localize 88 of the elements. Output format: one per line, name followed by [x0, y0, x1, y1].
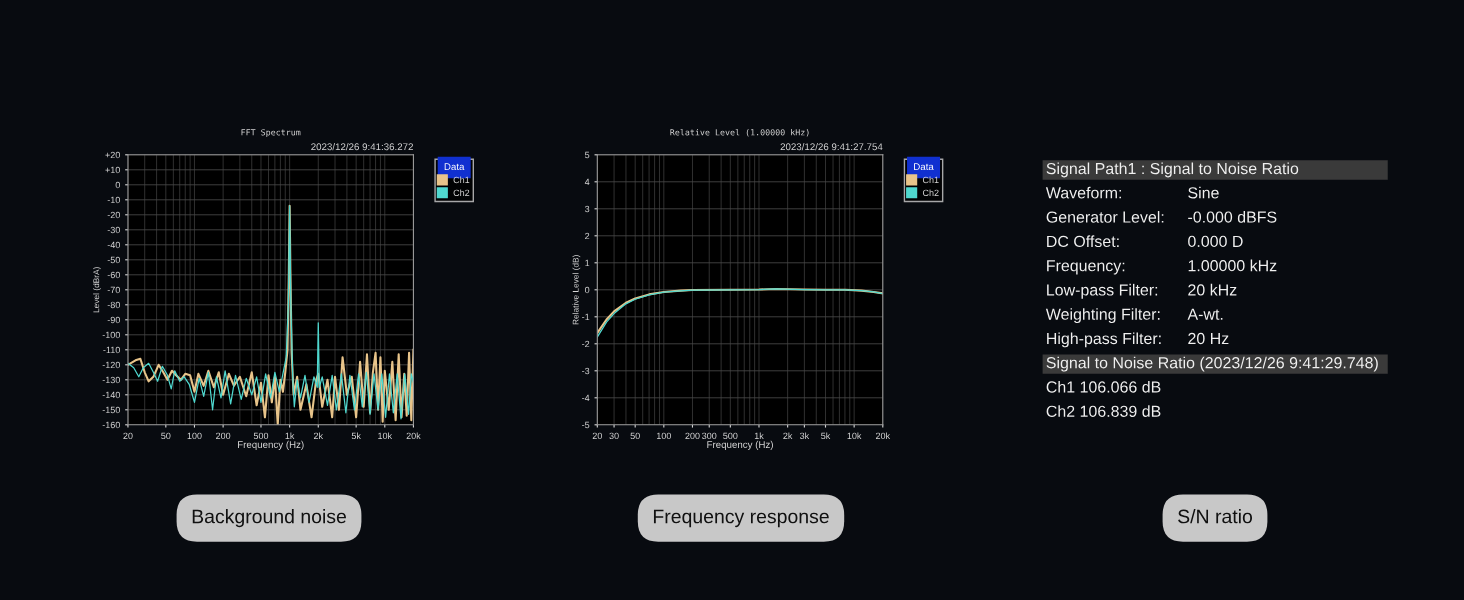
y-tick-label: -160: [102, 421, 120, 429]
legend-label: Ch2: [922, 189, 939, 197]
x-tick-label: 3k: [799, 432, 810, 440]
text: 20 kHz: [1188, 283, 1237, 296]
chart-subtitle: 2023/12/26 9:41:36.272: [311, 143, 413, 151]
y-tick-label: 3: [585, 205, 590, 213]
y-tick-label: -40: [107, 241, 120, 249]
y-tick-label: +10: [105, 166, 120, 174]
text: Sine: [1188, 186, 1219, 199]
legend-title: Data: [444, 163, 465, 171]
x-tick-label: 100: [656, 432, 671, 440]
x-tick-label: 10k: [847, 432, 862, 440]
y-tick-label: 0: [115, 181, 120, 189]
x-tick-label: 1k: [754, 432, 764, 439]
text: Ch2 106.839 dB: [1046, 405, 1161, 417]
text: Low-pass Filter:: [1047, 283, 1158, 299]
x-tick-label: 30: [609, 432, 619, 440]
legend-label: Ch2: [453, 189, 470, 197]
y-tick-label: -150: [102, 406, 120, 414]
y-tick-label: -3: [582, 367, 590, 375]
x-tick-label: 500: [253, 432, 269, 440]
y-tick-label: -2: [582, 340, 590, 348]
y-axis-title: Level (dBrA): [93, 267, 101, 313]
text: Waveform:: [1045, 186, 1121, 199]
x-tick-label: 500: [723, 432, 738, 440]
y-tick-label: -80: [107, 301, 120, 309]
y-tick-label: -30: [107, 226, 120, 234]
x-tick-label: 20k: [875, 432, 891, 440]
y-tick-label: -4: [582, 394, 590, 402]
y-tick-label: -130: [102, 376, 120, 384]
y-tick-label: 1: [585, 259, 590, 267]
y-tick-label: -140: [102, 391, 120, 399]
y-tick-label: -60: [107, 271, 120, 279]
text: 0.000 D: [1188, 235, 1243, 248]
y-tick-label: -120: [102, 361, 120, 369]
text: 20 Hz: [1188, 332, 1229, 345]
y-tick-label: +20: [105, 151, 120, 159]
chart-title: FFT Spectrum: [241, 129, 301, 138]
x-tick-label: 2k: [783, 432, 793, 439]
x-tick-label: 10k: [378, 432, 393, 440]
text: Weighting Filter:: [1045, 308, 1160, 324]
x-tick-label: 100: [187, 432, 202, 440]
text: -0.000 dBFS: [1188, 211, 1277, 223]
x-tick-label: 5k: [351, 432, 361, 440]
legend-label: Ch1: [453, 176, 470, 184]
text: Signal Path1 : Signal to Noise Ratio: [1046, 162, 1299, 178]
y-tick-label: 5: [585, 151, 590, 159]
y-tick-label: -1: [582, 313, 590, 321]
text: S/N ratio: [1178, 509, 1253, 524]
text: Frequency response: [653, 509, 829, 528]
y-tick-label: -20: [107, 211, 120, 219]
x-tick-label: 200: [216, 432, 231, 440]
chart-title: Relative Level (1.00000 kHz): [670, 128, 809, 137]
text: High-pass Filter:: [1047, 332, 1161, 348]
y-tick-label: -100: [102, 331, 120, 339]
x-tick-label: 2k: [313, 432, 324, 439]
text: Generator Level:: [1046, 211, 1164, 223]
text: DC Offset:: [1047, 235, 1119, 248]
chart-subtitle: 2023/12/26 9:41:27.754: [780, 143, 883, 151]
y-tick-label: 0: [585, 286, 590, 294]
x-axis-title: Frequency (Hz): [238, 440, 304, 450]
x-tick-label: 5k: [821, 432, 831, 440]
text: A-wt.: [1187, 308, 1223, 320]
x-tick-label: 300: [702, 432, 717, 440]
legend-label: Ch1: [922, 176, 939, 184]
text: 1.00000 kHz: [1188, 259, 1277, 272]
y-tick-label: -70: [107, 286, 120, 294]
y-tick-label: -90: [107, 316, 120, 324]
x-axis-title: Frequency (Hz): [707, 440, 773, 450]
text: Signal to Noise Ratio (2023/12/26 9:41:29.748): [1046, 356, 1378, 372]
x-tick-label: 50: [630, 432, 640, 440]
y-axis-title: Relative Level (dB): [572, 255, 581, 325]
text: Ch1 106.066 dB: [1046, 380, 1161, 393]
y-tick-label: 4: [584, 178, 590, 186]
x-tick-label: 200: [685, 432, 700, 440]
x-tick-label: 20: [592, 432, 602, 440]
y-tick-label: -10: [107, 196, 120, 204]
y-tick-label: 2: [585, 232, 590, 240]
y-tick-label: -50: [107, 256, 120, 264]
x-tick-label: 1k: [285, 432, 295, 439]
x-tick-label: 50: [161, 432, 171, 440]
y-tick-label: -5: [582, 421, 590, 429]
x-tick-label: 20: [123, 432, 133, 440]
legend-title: Data: [914, 163, 934, 171]
text: Background noise: [192, 509, 346, 528]
x-tick-label: 20k: [406, 432, 421, 440]
y-tick-label: -110: [103, 346, 120, 354]
text: Frequency:: [1047, 260, 1125, 275]
